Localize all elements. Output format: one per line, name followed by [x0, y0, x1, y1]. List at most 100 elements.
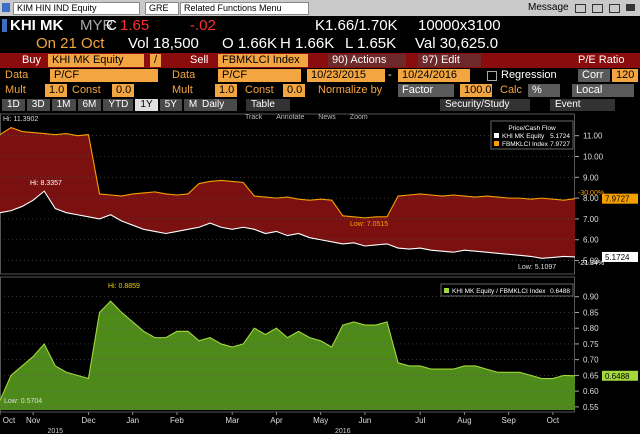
last-value-tag — [602, 193, 638, 204]
menu-dropdown[interactable]: Related Functions Menu — [180, 2, 309, 15]
x-tick-label: Oct — [3, 416, 16, 425]
start-date[interactable]: 10/23/2015 — [307, 69, 385, 82]
security-field[interactable]: FBMKLCI Index — [218, 54, 308, 67]
period-tab[interactable]: 3D — [26, 99, 50, 111]
y-tick-label: 0.60 — [583, 387, 599, 396]
y-tick-label: 0.65 — [583, 371, 599, 380]
annotation: -21.34% — [578, 260, 604, 267]
period-tab[interactable]: 1D — [2, 99, 25, 111]
period-tab[interactable]: 1Y — [135, 99, 158, 111]
normalize-dropdown[interactable]: Factor — [398, 84, 454, 97]
factor-field[interactable]: 100.0 — [460, 84, 492, 97]
legend-swatch — [444, 288, 449, 293]
data-field[interactable]: P/CF — [50, 69, 158, 82]
x-tick-label: Mar — [225, 416, 239, 425]
const-field[interactable]: 0.0 — [112, 84, 134, 97]
y-tick-label: 6.00 — [583, 236, 599, 245]
volume: Vol 18,500 — [128, 35, 199, 52]
period-tab[interactable]: 6M — [77, 99, 102, 111]
turnover: Val 30,625.0 — [415, 35, 499, 52]
function-name: P/E Ratio — [578, 54, 625, 66]
field-label: Mult — [172, 84, 193, 96]
annotation: Low: 5.1097 — [518, 264, 556, 271]
series-line — [0, 126, 576, 219]
series-line — [0, 300, 576, 401]
separator-field[interactable]: / — [150, 54, 162, 67]
icon — [2, 3, 10, 12]
field-label: Calc — [500, 84, 523, 96]
source-dropdown[interactable]: GRE — [145, 2, 179, 15]
table-button[interactable]: Table — [246, 99, 290, 111]
y-tick-label: 0.55 — [583, 403, 599, 412]
corr-label: Corr — [578, 69, 610, 82]
period-tab[interactable]: YTD — [103, 99, 134, 111]
chart: 5.006.007.008.009.0010.0011.005.17247.97… — [0, 113, 638, 434]
y-tick-label: 10.00 — [583, 153, 604, 162]
field-label: Data — [5, 69, 29, 81]
frequency-dropdown[interactable]: Daily — [197, 99, 237, 111]
security-dropdown[interactable]: KIM HIN IND Equity — [13, 2, 140, 15]
legend-label: KHI MK Equity — [502, 133, 545, 140]
period-tab[interactable]: 1M — [51, 99, 76, 111]
x-tick-label: Feb — [170, 416, 184, 425]
chart-tool[interactable]: News — [318, 114, 336, 121]
condition: C — [106, 17, 117, 34]
legend-box — [490, 120, 574, 150]
x-tick-label: Sep — [502, 416, 517, 425]
actions-menu[interactable]: 90) Actions — [328, 54, 406, 67]
y-tick-label: 0.90 — [583, 293, 599, 302]
x-tick-label: Aug — [457, 416, 471, 425]
y-tick-label: 11.00 — [583, 132, 603, 141]
sell-label: Sell — [190, 54, 209, 66]
icon[interactable] — [592, 4, 603, 13]
checkbox[interactable] — [487, 71, 497, 81]
field-label: Const — [245, 84, 274, 96]
corr-window[interactable]: 120 — [612, 69, 639, 82]
field-label: Normalize by — [318, 84, 383, 96]
chart-tool[interactable]: Zoom — [349, 114, 368, 121]
period-tab[interactable]: 5Y — [159, 99, 182, 111]
y-tick-label: 7.00 — [583, 215, 599, 224]
marker — [2, 19, 7, 32]
period-tabs: 1D3D1M6MYTD1Y5YMax — [2, 99, 213, 111]
event-button[interactable]: Event — [550, 99, 615, 111]
y-tick-label: 5.00 — [583, 257, 599, 266]
icon[interactable] — [575, 4, 586, 13]
mult-field[interactable]: 1.0 — [45, 84, 67, 97]
field-label: Data — [172, 69, 196, 81]
legend-label: KHI MK Equity / FBMKLCI Index — [452, 288, 546, 295]
annotation: Hi: 8.3357 — [30, 180, 62, 187]
icon[interactable] — [626, 4, 635, 11]
area-fill — [0, 301, 575, 410]
chart-tool[interactable]: Track — [245, 114, 263, 121]
last-value-label: 5.1724 — [605, 253, 630, 262]
legend-box — [440, 283, 574, 297]
end-date[interactable]: 10/24/2016 — [398, 69, 470, 82]
last-value-label: 0.6488 — [605, 372, 630, 381]
currency-dropdown[interactable]: Local — [572, 84, 634, 97]
chart-tool[interactable]: Annotate — [276, 114, 305, 121]
currency: MYR — [80, 17, 114, 34]
field-label: Mult — [5, 84, 26, 96]
y-tick-label: 0.85 — [583, 308, 599, 317]
icon[interactable] — [609, 4, 620, 13]
x-tick-label: Dec — [81, 416, 95, 425]
y-tick-label: 8.00 — [583, 194, 599, 203]
legend-value: 5.1724 — [550, 133, 570, 140]
fill-band — [0, 127, 575, 259]
field-label: Const — [72, 84, 101, 96]
study-button[interactable]: Security/Study — [440, 99, 530, 111]
x-tick-label: Apr — [270, 416, 283, 425]
const-field[interactable]: 0.0 — [283, 84, 305, 97]
data-field[interactable]: P/CF — [218, 69, 301, 82]
regression-label: Regression — [501, 69, 557, 81]
x-tick-label: Oct — [547, 416, 560, 425]
security-field[interactable]: KHI MK Equity — [48, 54, 144, 67]
calc-dropdown[interactable]: % — [528, 84, 560, 97]
last-price: 1.65 — [120, 17, 150, 34]
y-tick-label: 9.00 — [583, 173, 599, 182]
annotation: -30.00% — [578, 190, 604, 197]
mult-field[interactable]: 1.0 — [215, 84, 237, 97]
message-button[interactable]: Message — [528, 2, 569, 13]
edit-menu[interactable]: 97) Edit — [418, 54, 481, 67]
